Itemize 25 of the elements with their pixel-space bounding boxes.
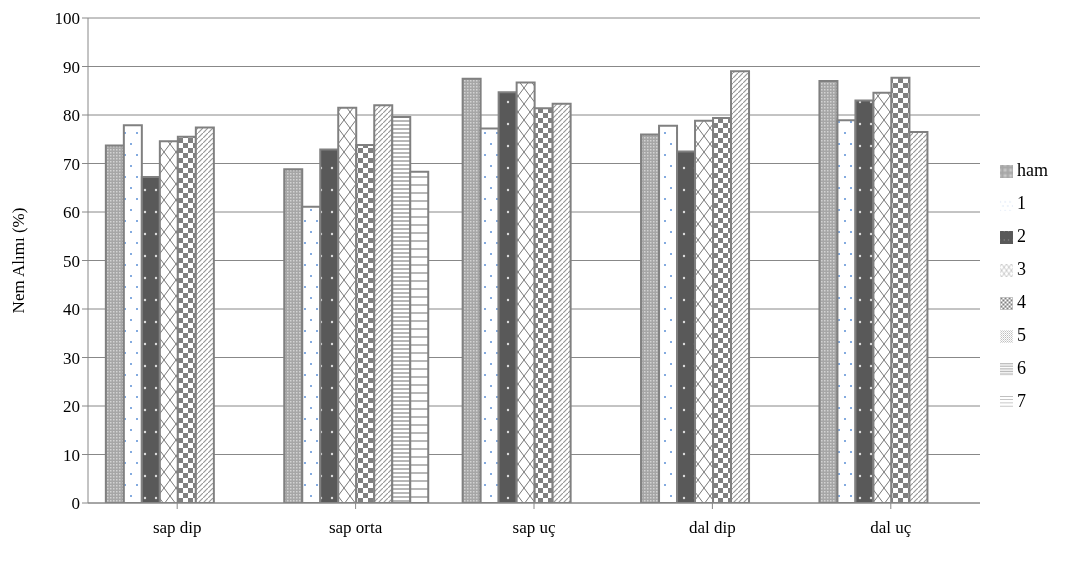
x-tick-label: sap orta	[328, 518, 383, 538]
x-tick-label: sap uç	[512, 518, 556, 538]
x-tick-label: dal uç	[870, 518, 912, 538]
legend-label: 2	[1017, 225, 1026, 246]
x-tick-label: dal dip	[689, 518, 736, 538]
legend-label: 4	[1017, 291, 1026, 312]
y-tick-label: 70	[63, 154, 80, 174]
legend-label: 1	[1017, 192, 1026, 213]
y-tick-label: 90	[63, 57, 80, 77]
y-tick-label: 30	[63, 348, 80, 368]
y-tick-label: 100	[54, 9, 80, 29]
y-tick-label: 20	[63, 397, 80, 417]
y-tick-label: 80	[63, 106, 80, 126]
y-tick-label: 50	[63, 251, 80, 271]
x-tick-label: sap dip	[152, 518, 202, 538]
y-tick-label: 0	[71, 494, 80, 514]
y-tick-label: 10	[63, 445, 80, 465]
legend-label: 7	[1017, 390, 1026, 411]
legend-label: ham	[1017, 159, 1048, 180]
y-tick-label: 40	[63, 300, 80, 320]
y-tick-label: 60	[63, 203, 80, 223]
legend-label: 3	[1017, 258, 1026, 279]
legend-label: 6	[1017, 357, 1026, 378]
y-axis-title: Nem Alımı (%)	[9, 207, 29, 314]
legend-label: 5	[1017, 324, 1026, 345]
